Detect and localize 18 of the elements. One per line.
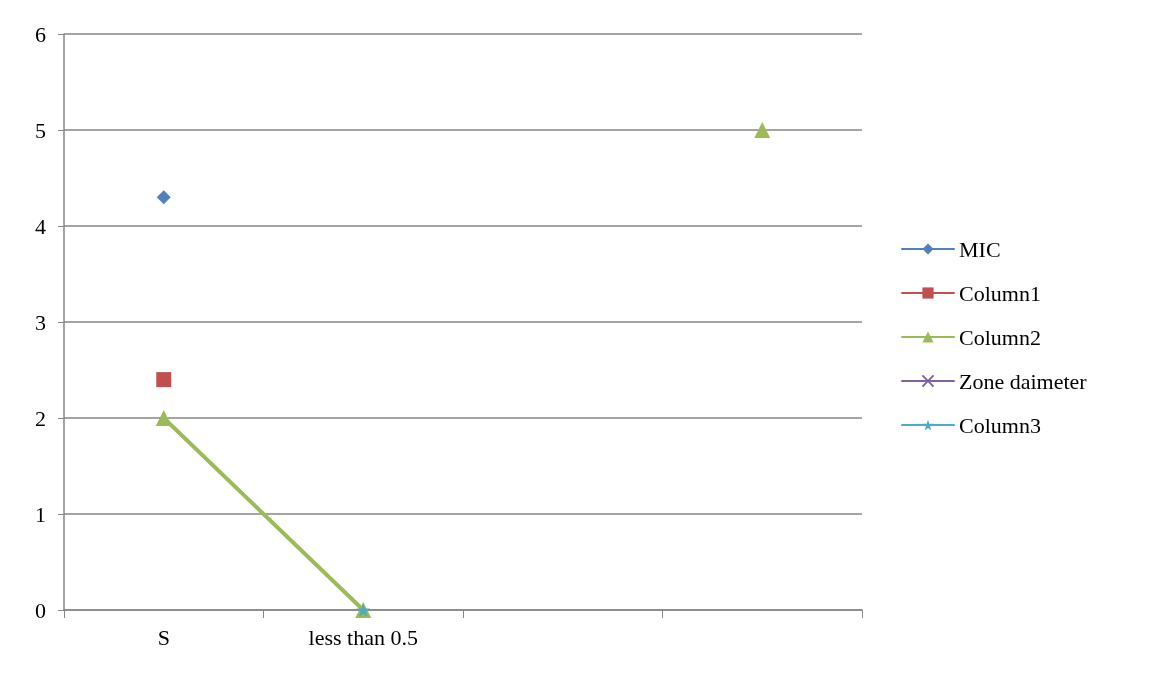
y-tick-label: 2 <box>35 405 46 431</box>
y-tick-label: 6 <box>35 21 46 47</box>
y-tick-label: 3 <box>35 309 46 335</box>
legend-label: Zone daimeter <box>959 368 1088 394</box>
point <box>754 122 771 138</box>
x-tick-label: less than 0.5 <box>308 624 418 650</box>
legend-label: MIC <box>959 236 1001 262</box>
point <box>155 410 172 426</box>
y-tick-label: 4 <box>35 213 46 239</box>
y-tick-label: 5 <box>35 117 46 143</box>
point <box>156 372 172 388</box>
legend-label: Column2 <box>959 324 1041 350</box>
point <box>156 190 171 205</box>
legend-label: Column3 <box>959 412 1041 438</box>
legend-label: Column1 <box>959 280 1041 306</box>
y-tick-label: 1 <box>35 501 46 527</box>
x-tick-label: S <box>157 624 170 650</box>
y-tick-label: 0 <box>35 597 46 623</box>
